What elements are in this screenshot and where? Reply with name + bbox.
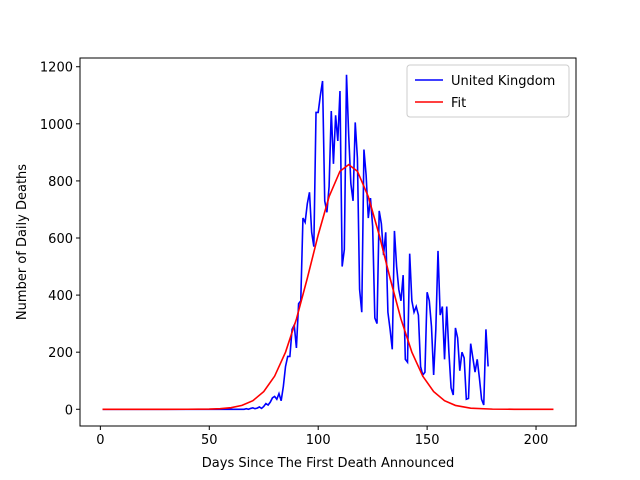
data-line [102,163,554,411]
x-tick-label: 100 [306,433,331,448]
x-tick-label: 150 [415,433,440,448]
y-tick-label: 0 [65,403,73,418]
y-tick-label: 1000 [40,118,73,133]
y-tick-label: 400 [48,289,73,304]
y-tick-label: 800 [48,175,73,190]
y-tick-label: 200 [48,346,73,361]
x-axis-label: Days Since The First Death Announced [202,456,454,471]
plot-frame [79,57,577,427]
legend-label: Fit [451,96,466,111]
y-tick-label: 1200 [40,61,73,76]
legend-box [406,64,570,118]
x-tick-label: 0 [96,433,104,448]
y-tick-label: 600 [48,232,73,247]
legend-label: United Kingdom [451,74,555,89]
y-axis-label: Number of Daily Deaths [15,164,30,320]
x-tick-label: 200 [524,433,549,448]
x-tick-label: 50 [201,433,218,448]
data-line [102,74,489,411]
